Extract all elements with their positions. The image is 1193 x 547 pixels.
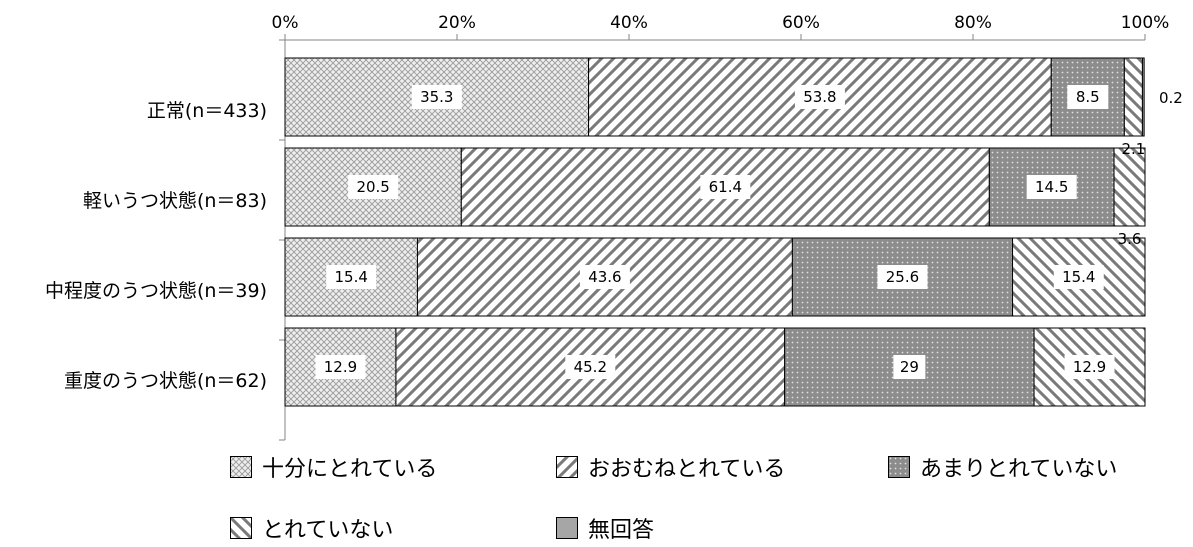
data-label-bg <box>315 355 366 379</box>
data-label-bg <box>1067 85 1109 109</box>
x-tick-label: 20% <box>438 13 476 33</box>
x-tick-label: 0% <box>272 13 299 33</box>
data-label: 12.9 <box>324 358 357 376</box>
data-label-bg <box>326 265 377 289</box>
axis-layer: 0% 20% 40% 60% 80% 100% 正常(n＝433) 軽いうつ状態(n＝83) 中… <box>45 13 1170 441</box>
category-label: 軽いうつ状態(n＝83) <box>83 190 267 212</box>
data-label: 53.8 <box>803 88 836 106</box>
data-label-bg <box>411 85 462 109</box>
category-label: 重度のうつ状態(n＝62) <box>64 370 267 392</box>
x-tick-label: 40% <box>610 13 648 33</box>
bars-layer <box>284 57 1146 407</box>
data-label: 25.6 <box>886 268 919 286</box>
data-label-bg <box>877 265 928 289</box>
data-label: 0.2 <box>1159 89 1183 107</box>
x-tick-label: 60% <box>782 13 820 33</box>
data-label-bg <box>579 265 630 289</box>
bar-segment <box>1141 57 1145 137</box>
data-label: 15.4 <box>335 268 368 286</box>
category-label: 中程度のうつ状態(n＝39) <box>45 280 267 302</box>
data-label: 29 <box>900 358 919 376</box>
data-label: 2.1 <box>1121 140 1145 158</box>
data-label-bg <box>700 175 751 199</box>
bar-segment <box>1123 57 1143 137</box>
data-label-bg <box>565 355 616 379</box>
data-label-bg <box>1026 175 1077 199</box>
data-label-bg <box>348 175 399 199</box>
data-label-bg <box>1064 355 1115 379</box>
data-label: 14.5 <box>1035 178 1068 196</box>
category-label: 正常(n＝433) <box>147 100 267 122</box>
data-label: 8.5 <box>1076 88 1100 106</box>
data-label: 35.3 <box>420 88 453 106</box>
bar-segment <box>791 237 1014 317</box>
data-label: 43.6 <box>588 268 621 286</box>
data-label-bg <box>1053 265 1104 289</box>
labels-layer: 35.3 53.8 8.5 2.1 0.2 20.5 61.4 14.5 3.6 15.4 43.6… <box>315 85 1183 379</box>
data-label: 12.9 <box>1073 358 1106 376</box>
data-label-bg <box>794 85 845 109</box>
data-label: 20.5 <box>356 178 389 196</box>
x-tick-label: 100% <box>1121 13 1170 33</box>
data-label: 61.4 <box>709 178 742 196</box>
bar-segment <box>1113 147 1146 227</box>
bar-segment <box>284 147 462 227</box>
data-label: 3.6 <box>1118 230 1142 248</box>
data-label-bg <box>893 355 926 379</box>
x-tick-label: 80% <box>954 13 992 33</box>
data-label: 45.2 <box>574 358 607 376</box>
data-label: 15.4 <box>1062 268 1095 286</box>
